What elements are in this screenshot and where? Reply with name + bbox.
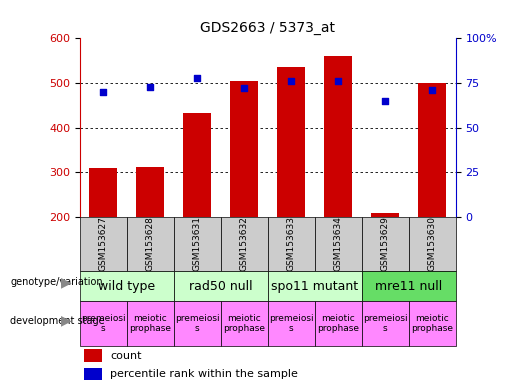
- Bar: [83, 349, 102, 362]
- Bar: [89, 168, 117, 217]
- Point: [240, 85, 248, 91]
- Text: premeiosi
s: premeiosi s: [175, 314, 219, 333]
- Text: ▶: ▶: [61, 275, 71, 289]
- Text: development stage: development stage: [10, 316, 105, 326]
- Text: meiotic
prophase: meiotic prophase: [129, 314, 171, 333]
- Text: ▶: ▶: [61, 314, 71, 328]
- Bar: [362, 217, 409, 271]
- Text: count: count: [110, 351, 142, 361]
- Title: GDS2663 / 5373_at: GDS2663 / 5373_at: [200, 21, 335, 35]
- Text: spo11 mutant: spo11 mutant: [271, 280, 358, 293]
- Bar: [362, 271, 456, 301]
- Bar: [268, 217, 315, 271]
- Text: rad50 null: rad50 null: [189, 280, 253, 293]
- Bar: [409, 217, 456, 271]
- Point: [334, 78, 342, 84]
- Bar: [221, 217, 268, 271]
- Bar: [362, 301, 409, 346]
- Text: percentile rank within the sample: percentile rank within the sample: [110, 369, 298, 379]
- Bar: [315, 301, 362, 346]
- Bar: [80, 301, 127, 346]
- Text: genotype/variation: genotype/variation: [10, 277, 103, 287]
- Text: GSM153631: GSM153631: [193, 216, 202, 271]
- Text: GSM153633: GSM153633: [287, 216, 296, 271]
- Point: [99, 89, 108, 95]
- Point: [381, 98, 389, 104]
- Bar: [221, 301, 268, 346]
- Bar: [174, 271, 268, 301]
- Bar: [127, 217, 174, 271]
- Point: [146, 84, 154, 90]
- Text: premeiosi
s: premeiosi s: [269, 314, 314, 333]
- Point: [193, 74, 201, 81]
- Bar: [409, 301, 456, 346]
- Bar: [183, 113, 211, 217]
- Text: premeiosi
s: premeiosi s: [81, 314, 126, 333]
- Bar: [174, 217, 221, 271]
- Bar: [371, 214, 399, 217]
- Text: GSM153627: GSM153627: [99, 217, 108, 271]
- Text: GSM153630: GSM153630: [428, 216, 437, 271]
- Bar: [136, 167, 164, 217]
- Text: wild type: wild type: [98, 280, 156, 293]
- Text: meiotic
prophase: meiotic prophase: [411, 314, 453, 333]
- Bar: [83, 368, 102, 380]
- Text: premeiosi
s: premeiosi s: [363, 314, 407, 333]
- Text: GSM153634: GSM153634: [334, 217, 343, 271]
- Text: meiotic
prophase: meiotic prophase: [224, 314, 265, 333]
- Bar: [418, 83, 447, 217]
- Bar: [230, 81, 259, 217]
- Text: mre11 null: mre11 null: [375, 280, 442, 293]
- Point: [428, 87, 436, 93]
- Text: GSM153628: GSM153628: [146, 217, 155, 271]
- Text: GSM153632: GSM153632: [240, 217, 249, 271]
- Bar: [174, 301, 221, 346]
- Bar: [277, 66, 305, 217]
- Bar: [268, 301, 315, 346]
- Bar: [315, 217, 362, 271]
- Bar: [324, 56, 352, 217]
- Bar: [268, 271, 362, 301]
- Point: [287, 78, 296, 84]
- Bar: [80, 217, 127, 271]
- Bar: [80, 271, 174, 301]
- Text: GSM153629: GSM153629: [381, 217, 390, 271]
- Text: meiotic
prophase: meiotic prophase: [317, 314, 359, 333]
- Bar: [127, 301, 174, 346]
